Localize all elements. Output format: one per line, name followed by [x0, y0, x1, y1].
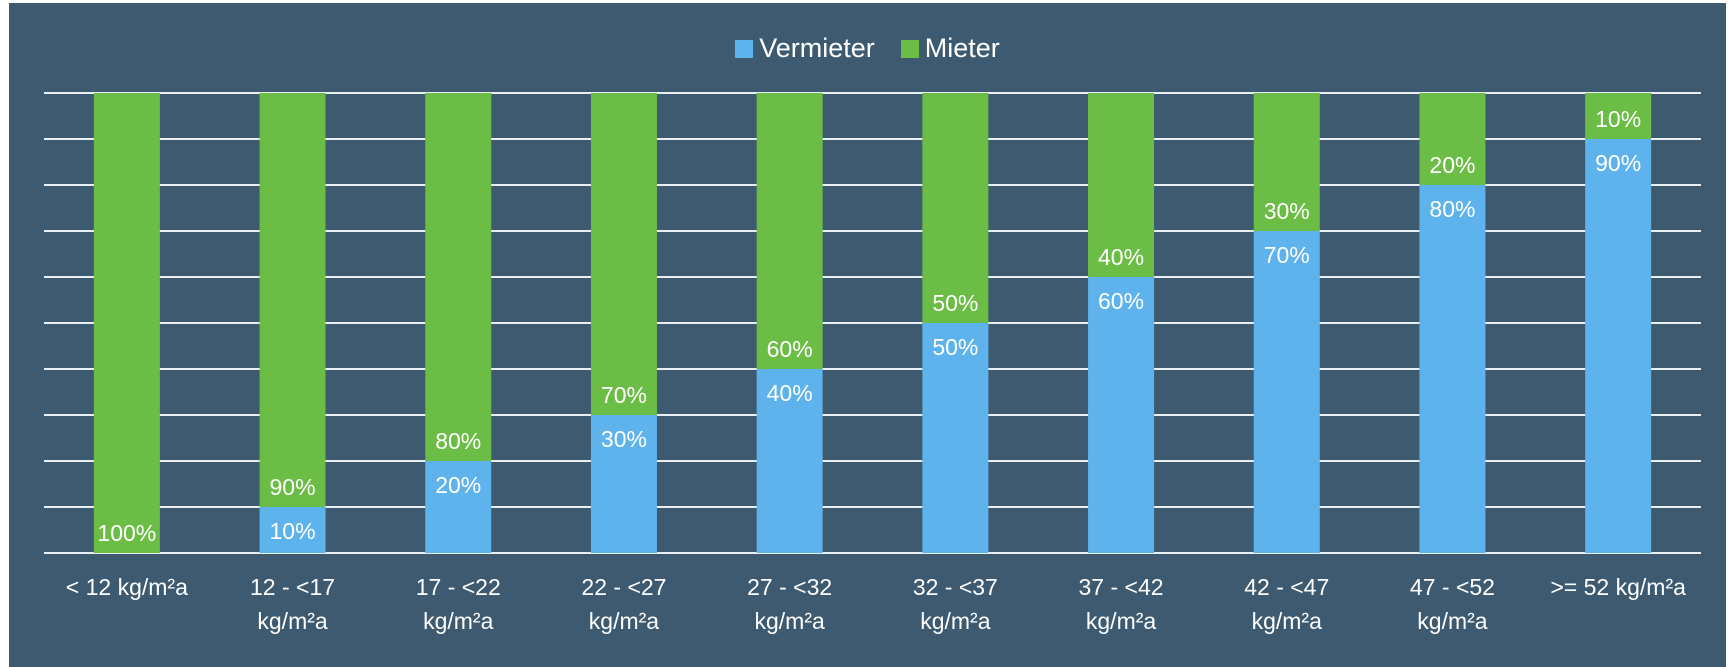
data-label-mieter: 100% [97, 520, 156, 546]
bar-mieter [259, 93, 326, 507]
bar-vermieter [756, 369, 823, 553]
data-label-mieter: 10% [1595, 106, 1641, 132]
x-tick-label: >= 52 kg/m²a [1550, 574, 1686, 600]
bar-mieter [93, 93, 160, 553]
x-tick-label: 22 - <27 [581, 574, 666, 600]
data-label-mieter: 40% [1098, 244, 1144, 270]
data-label-vermieter: 60% [1098, 288, 1144, 314]
x-tick-label: kg/m²a [589, 608, 660, 634]
x-tick-label: 12 - <17 [250, 574, 335, 600]
x-tick-label: 42 - <47 [1244, 574, 1329, 600]
x-tick-label: < 12 kg/m²a [66, 574, 188, 600]
data-label-mieter: 60% [767, 336, 813, 362]
data-label-mieter: 50% [932, 290, 978, 316]
x-tick-label: 17 - <22 [416, 574, 501, 600]
bar-mieter [425, 93, 492, 461]
chart-panel: Vermieter Mieter 100% < 12 kg/m²a 10% 90% 12… [9, 3, 1726, 667]
x-tick-label: kg/m²a [920, 608, 991, 634]
legend-swatch-vermieter [735, 39, 754, 58]
x-tick-label: 37 - <42 [1079, 574, 1164, 600]
legend-swatch-mieter [900, 39, 919, 58]
bar-vermieter [1253, 231, 1320, 553]
x-tick-label: 47 - <52 [1410, 574, 1495, 600]
bar-mieter [1419, 93, 1486, 185]
bar-vermieter [590, 415, 657, 553]
data-label-vermieter: 10% [270, 518, 316, 544]
data-label-mieter: 80% [435, 428, 481, 454]
data-label-vermieter: 70% [1264, 242, 1310, 268]
x-tick-label: kg/m²a [1086, 608, 1157, 634]
x-tick-label: kg/m²a [423, 608, 494, 634]
data-label-vermieter: 30% [601, 426, 647, 452]
legend-item-vermieter: Vermieter [735, 33, 875, 64]
data-label-mieter: 20% [1429, 152, 1475, 178]
stacked-bar-chart: 100% < 12 kg/m²a 10% 90% 12 - <17 kg/m²a 20% 80… [44, 92, 1701, 634]
x-tick-label: kg/m²a [1252, 608, 1323, 634]
bar-mieter [756, 93, 823, 369]
legend: Vermieter Mieter [9, 33, 1726, 64]
data-label-vermieter: 80% [1429, 196, 1475, 222]
legend-label-mieter: Mieter [924, 33, 1000, 63]
data-label-mieter: 30% [1264, 198, 1310, 224]
x-tick-label: 27 - <32 [747, 574, 832, 600]
data-label-vermieter: 50% [932, 334, 978, 360]
bar-mieter [922, 93, 989, 323]
bar-mieter [590, 93, 657, 415]
bar-vermieter [425, 461, 492, 553]
bar-vermieter [922, 323, 989, 553]
data-label-mieter: 70% [601, 382, 647, 408]
bar-vermieter [1419, 185, 1486, 553]
legend-item-mieter: Mieter [900, 33, 1000, 64]
x-tick-label: 32 - <37 [913, 574, 998, 600]
bar-mieter [1253, 93, 1320, 231]
bar-vermieter [1585, 139, 1652, 553]
bar-mieter [1088, 93, 1155, 277]
bar-vermieter [259, 507, 326, 553]
data-label-vermieter: 90% [1595, 150, 1641, 176]
x-tick-label: kg/m²a [755, 608, 826, 634]
bar-mieter [1585, 93, 1652, 139]
data-label-vermieter: 20% [435, 472, 481, 498]
bar-vermieter [1088, 277, 1155, 553]
x-tick-label: kg/m²a [1417, 608, 1488, 634]
x-tick-label: kg/m²a [257, 608, 328, 634]
data-label-mieter: 90% [270, 474, 316, 500]
data-label-vermieter: 40% [767, 380, 813, 406]
legend-label-vermieter: Vermieter [759, 33, 875, 63]
